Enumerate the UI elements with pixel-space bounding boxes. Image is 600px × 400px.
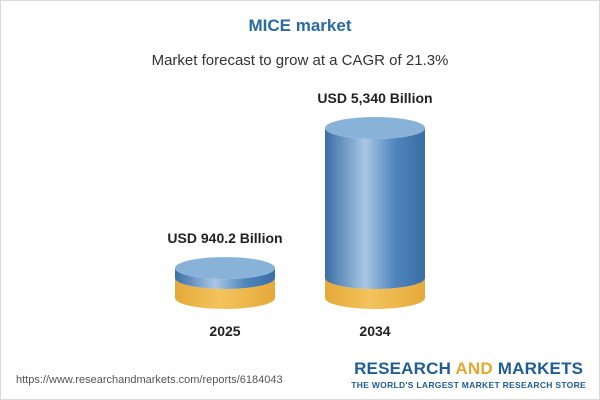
chart-subtitle: Market forecast to grow at a CAGR of 21.… [151, 52, 449, 69]
bar-top-2034 [325, 117, 425, 139]
bar-growth-segment-2034 [325, 128, 425, 289]
brand-tagline: THE WORLD'S LARGEST MARKET RESEARCH STOR… [351, 380, 586, 390]
data-label-2034: USD 5,340 Billion [317, 90, 432, 106]
bar-base-segment-2034 [325, 278, 425, 309]
brand-name: RESEARCH AND MARKETS [354, 359, 584, 378]
bar-top-2025 [175, 257, 275, 280]
bar-2034 [325, 117, 425, 309]
x-tick-2025: 2025 [209, 323, 240, 339]
chart-title: MICE market [248, 16, 352, 35]
source-url: https://www.researchandmarkets.com/repor… [16, 374, 283, 386]
bar-base-segment-2025 [175, 278, 275, 309]
bar-2025 [175, 257, 275, 309]
x-tick-2034: 2034 [359, 323, 390, 339]
brand-logo: RESEARCH AND MARKETS THE WORLD'S LARGEST… [351, 359, 586, 391]
bar-growth-segment-2025 [175, 268, 275, 289]
data-label-2025: USD 940.2 Billion [167, 230, 282, 246]
